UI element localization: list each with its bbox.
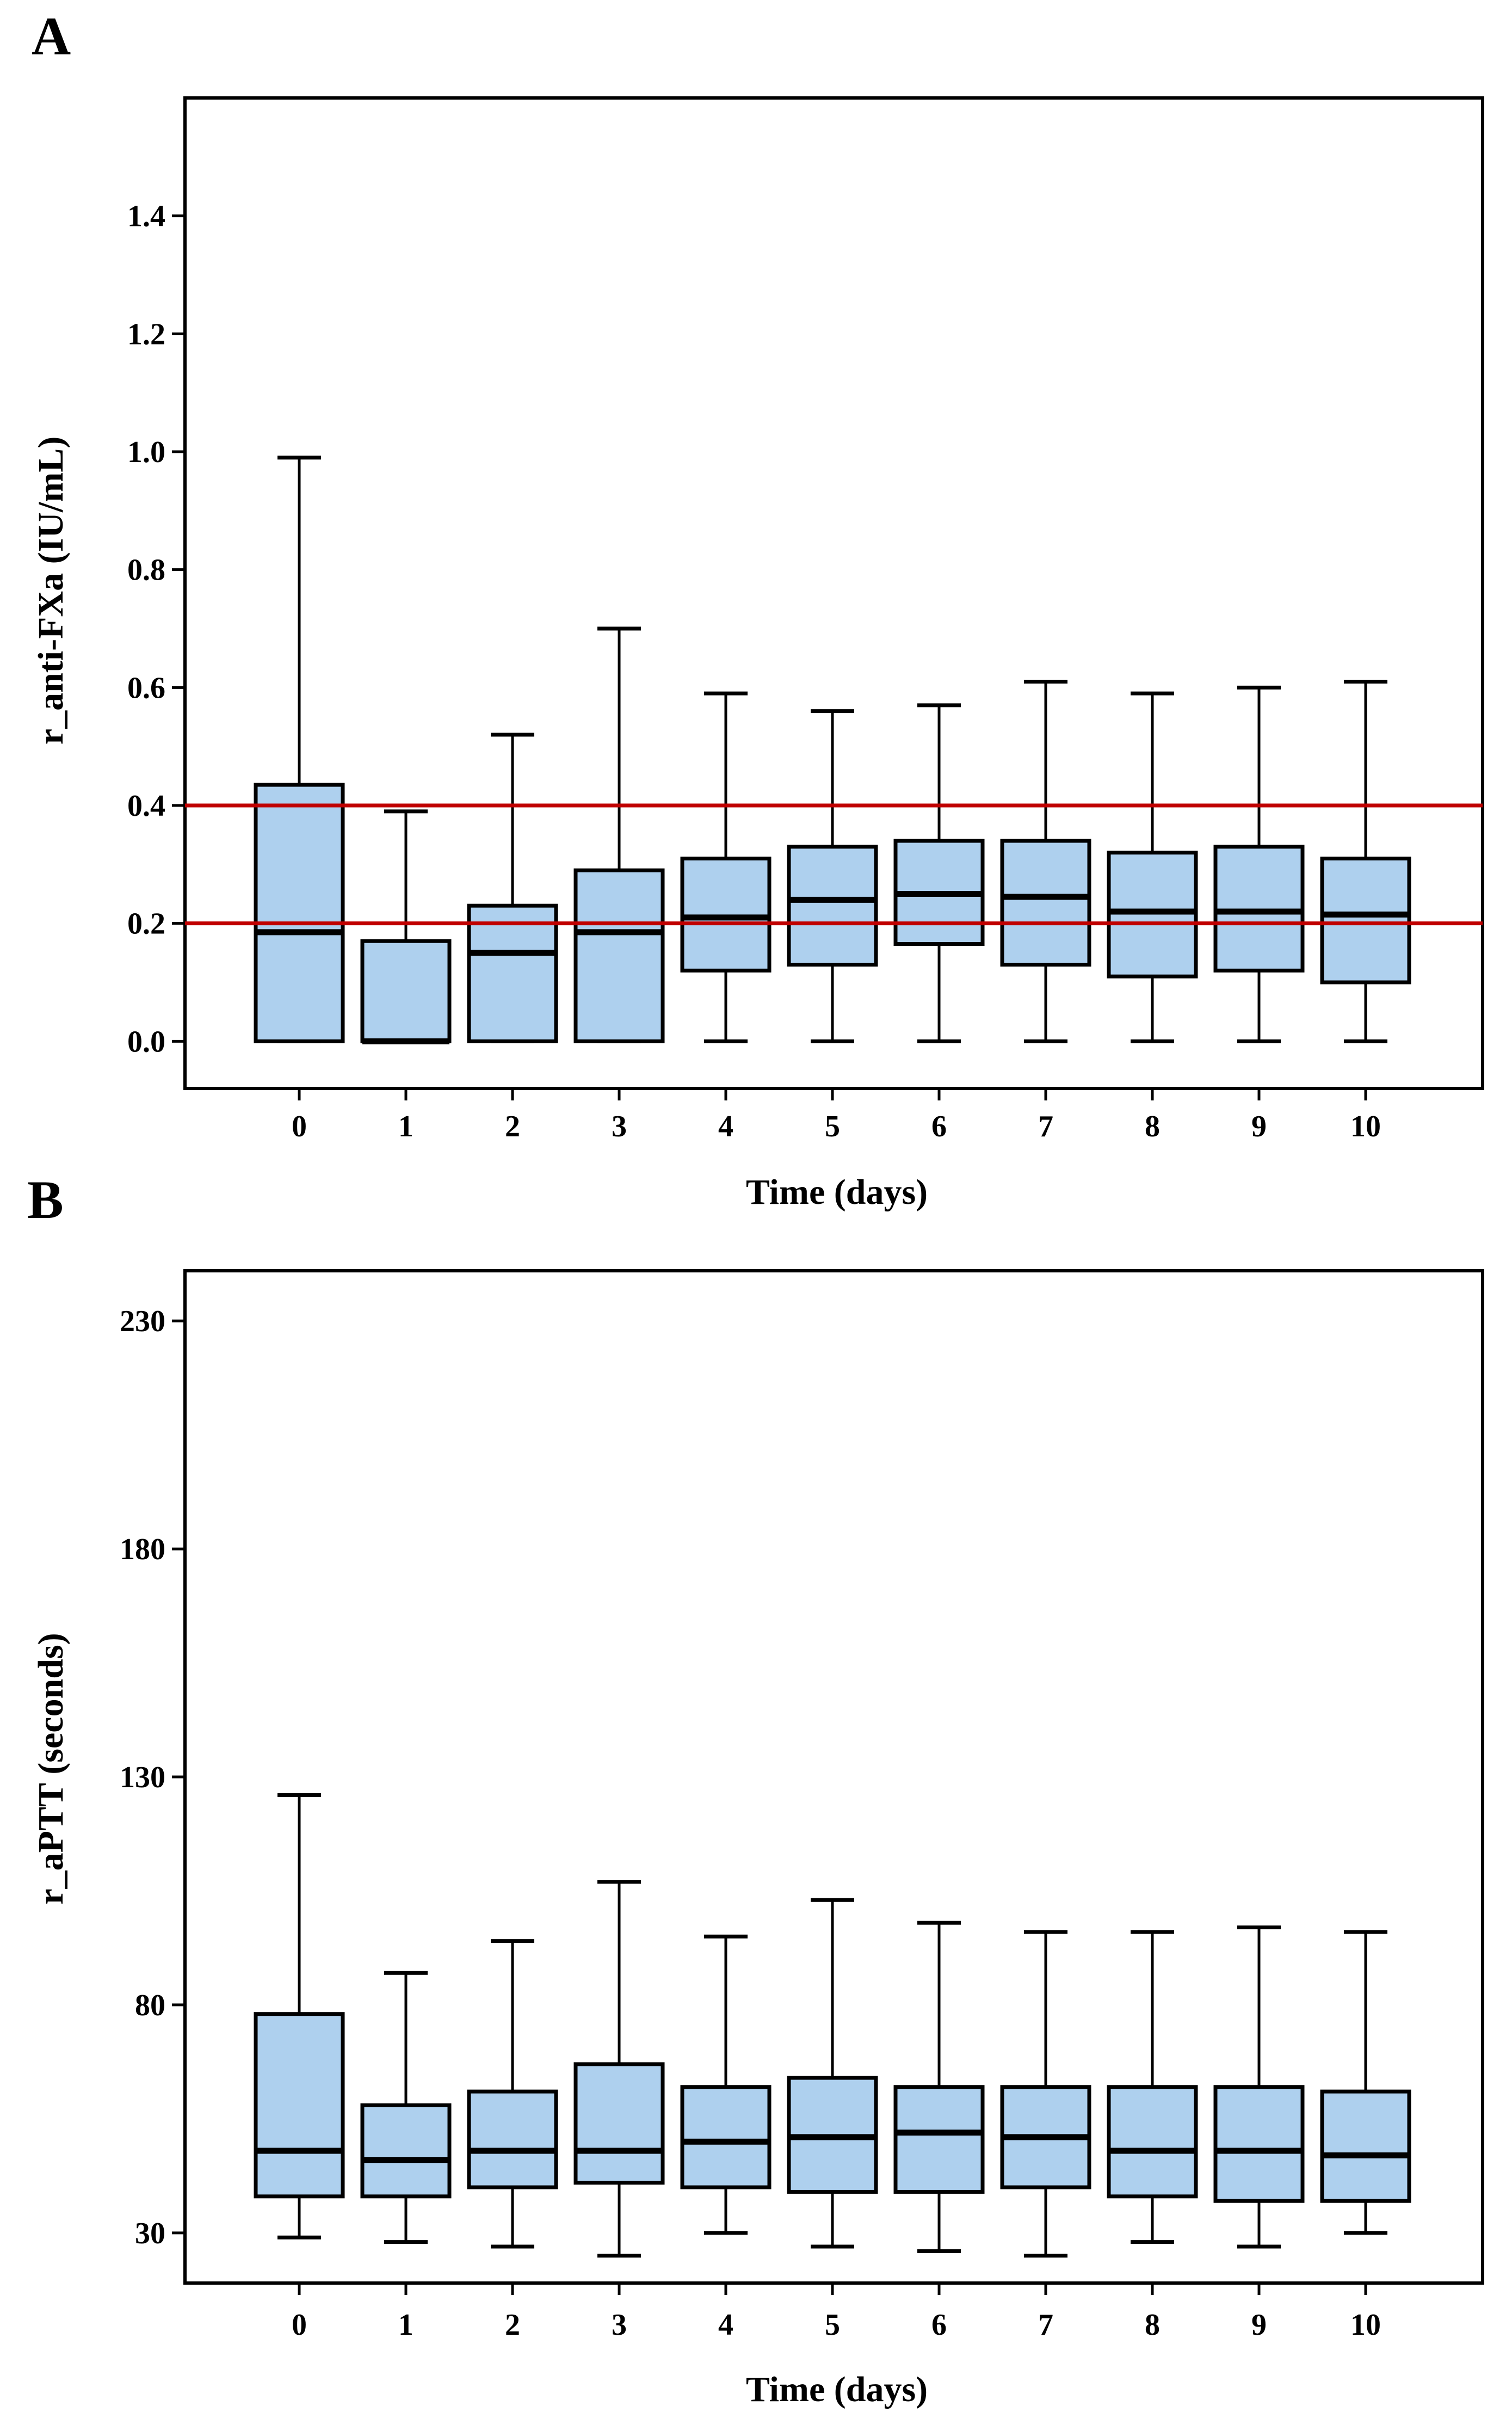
panel-b-box-day-5 <box>787 1898 878 2249</box>
box-iqr <box>254 2012 345 2199</box>
panel-a-x-tick-label: 5 <box>825 1110 840 1143</box>
panel-b-y-axis-title: r_aPTT (seconds) <box>31 1633 71 1904</box>
box-iqr <box>573 868 665 1043</box>
panel-a-box-day-7 <box>1000 680 1091 1043</box>
box-iqr <box>1213 2085 1305 2203</box>
panel-a-y-tick-label: 1.0 <box>127 435 165 469</box>
panel-a-x-tick-label: 8 <box>1145 1110 1160 1143</box>
panel-a-box-day-5 <box>787 709 878 1043</box>
panel-a: A 0.0 0.2 0.4 0.6 0.8 1.0 1.2 1.4 0 1 2 3 4 5 6 7 8 9 10 T… <box>31 6 1484 1212</box>
box-iqr <box>787 845 878 967</box>
panel-b-x-tick-label: 10 <box>1350 2308 1381 2342</box>
panel-b-x-tick-label: 3 <box>612 2308 627 2342</box>
panel-b-y-tick-label: 30 <box>135 2217 165 2250</box>
panel-b-x-axis-title: Time (days) <box>746 2370 928 2409</box>
panel-a-x-tick-label: 4 <box>718 1110 733 1143</box>
panel-a-x-tick-label: 1 <box>398 1110 414 1143</box>
box-iqr <box>467 2089 558 2189</box>
panel-a-box-day-10 <box>1320 680 1411 1043</box>
panel-a-y-tick-label: 1.2 <box>127 317 165 351</box>
panel-a-x-tick-label: 7 <box>1038 1110 1053 1143</box>
panel-b-y-tick-label: 180 <box>120 1533 165 1566</box>
panel-a-x-tick-label: 9 <box>1251 1110 1267 1143</box>
panel-b-x-tick-label: 2 <box>505 2308 520 2342</box>
panel-a-box-day-4 <box>680 691 772 1043</box>
panel-b-y-tick-label: 230 <box>120 1305 165 1338</box>
box-iqr <box>254 783 345 1043</box>
box-iqr <box>893 2085 985 2194</box>
panel-b-x-tick-label: 0 <box>292 2308 307 2342</box>
panel-b-x-tick-label: 6 <box>931 2308 947 2342</box>
panel-a-y-tick-label: 0.6 <box>127 671 165 705</box>
panel-b-box-day-1 <box>360 1971 452 2244</box>
panel-a-y-axis-title: r_anti-FXa (IU/mL) <box>31 436 71 745</box>
panel-a-box-day-6 <box>893 703 985 1043</box>
panel-b-box-day-0 <box>254 1793 345 2240</box>
box-iqr <box>573 2062 665 2185</box>
box-iqr <box>1107 2085 1198 2199</box>
panel-a-x-tick-label: 2 <box>505 1110 520 1143</box>
panel-a-x-tick-label: 0 <box>292 1110 307 1143</box>
panel-a-y-tick-label: 0.0 <box>127 1025 165 1059</box>
panel-a-box-day-9 <box>1213 685 1305 1043</box>
panel-b-y-tick-label: 80 <box>135 1989 165 2022</box>
panel-b-box-day-2 <box>467 1939 558 2249</box>
panel-a-plot: 0.0 0.2 0.4 0.6 0.8 1.0 1.2 1.4 0 1 2 3 4 5 6 7 8 9 10 <box>127 96 1484 1143</box>
panel-a-y-tick-label: 0.4 <box>127 789 165 823</box>
box-iqr <box>360 2103 452 2199</box>
panel-b-x-tick-label: 7 <box>1038 2308 1053 2342</box>
box-iqr <box>1320 2089 1411 2203</box>
panel-a-x-tick-label: 3 <box>612 1110 627 1143</box>
panel-b-box-day-8 <box>1107 1930 1198 2244</box>
panel-b-letter: B <box>27 1170 64 1230</box>
box-iqr <box>1000 839 1091 967</box>
box-iqr <box>467 903 558 1043</box>
panel-a-box-day-0 <box>254 456 345 1043</box>
panel-a-y-tick-label: 0.8 <box>127 553 165 587</box>
panel-b-box-day-4 <box>680 1934 772 2235</box>
panel-b-box-day-9 <box>1213 1925 1305 2249</box>
panel-b-x-tick-label: 5 <box>825 2308 840 2342</box>
panel-b-box-day-3 <box>573 1880 665 2258</box>
panel-a-x-tick-label: 10 <box>1350 1110 1381 1143</box>
box-iqr <box>360 939 452 1043</box>
panel-b-x-tick-label: 8 <box>1145 2308 1160 2342</box>
panel-a-box-day-2 <box>467 733 558 1043</box>
box-iqr <box>680 2085 772 2189</box>
panel-a-x-tick-label: 6 <box>931 1110 947 1143</box>
panel-b-x-tick-label: 4 <box>718 2308 733 2342</box>
panel-a-letter: A <box>32 6 71 66</box>
panel-a-box-day-8 <box>1107 691 1198 1043</box>
panel-b-x-tick-label: 1 <box>398 2308 414 2342</box>
panel-a-box-day-1 <box>360 809 452 1044</box>
panel-a-box-day-3 <box>573 626 665 1043</box>
panel-a-x-axis-title: Time (days) <box>746 1172 928 1212</box>
panel-a-y-tick-label: 0.2 <box>127 907 165 941</box>
panel-a-y-tick-label: 1.4 <box>127 200 165 233</box>
panel-b-box-day-6 <box>893 1921 985 2253</box>
panel-b-plot: 30 80 130 180 230 0 1 2 3 4 5 6 7 8 9 10 <box>120 1269 1484 2342</box>
panel-b-x-tick-label: 9 <box>1251 2308 1267 2342</box>
panel-b-box-day-10 <box>1320 1930 1411 2235</box>
box-iqr <box>1320 857 1411 985</box>
panel-b-y-tick-label: 130 <box>120 1761 165 1794</box>
panel-b-box-day-7 <box>1000 1930 1091 2258</box>
